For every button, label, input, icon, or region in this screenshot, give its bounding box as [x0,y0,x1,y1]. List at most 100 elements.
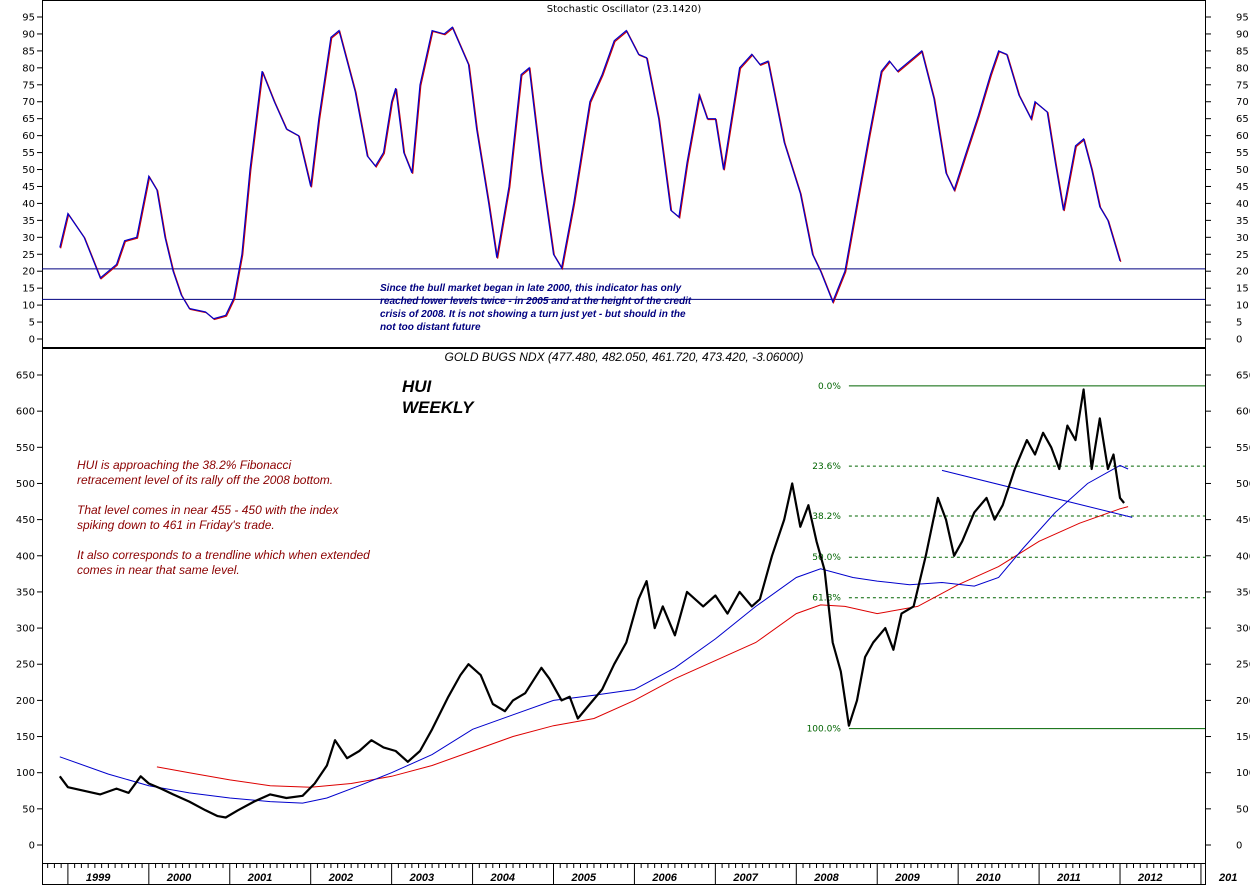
osc-reference-lines [42,268,1205,300]
osc-tick-label-right: 95 [1236,13,1249,24]
osc-tick-label-left: 5 [29,318,35,329]
osc-tick-label-left: 50 [22,165,35,176]
price-note-line: retracement level of its rally off the 2… [77,473,333,487]
osc-tick-label-left: 75 [22,80,35,91]
osc-tick-label-right: 90 [1236,29,1249,40]
year-label: 2007 [732,872,758,884]
osc-tick-label-left: 40 [22,199,35,210]
price-tick-label-left: 150 [16,732,35,743]
year-label: 2005 [570,872,596,884]
price-tick-label-right: 350 [1236,587,1250,598]
osc-tick-label-left: 10 [22,301,35,312]
osc-tick-label-left: 30 [22,233,35,244]
price-note-line: comes in near that same level. [77,563,240,577]
price-tick-label-left: 400 [16,551,35,562]
price-note-line: That level comes in near 455 - 450 with … [77,503,339,517]
osc-tick-label-right: 60 [1236,131,1249,142]
osc-tick-label-left: 90 [22,29,35,40]
price-note: HUI is approaching the 38.2% Fibonaccire… [77,458,370,577]
price-y-axis-left: 0 50 100 150 200 250 300 350 400 450 500 550 600 650 [16,371,42,852]
price-tick-label-right: 250 [1236,660,1250,671]
price-tick-label-left: 550 [16,443,35,454]
osc-tick-label-left: 70 [22,97,35,108]
oscillator-note-line: not too distant future [380,322,481,333]
price-tick-label-left: 0 [29,841,35,852]
price-tick-label-right: 650 [1236,371,1250,382]
oscillator-note: Since the bull market began in late 2000… [380,283,692,333]
year-label: 2010 [975,872,1001,884]
oscillator-note-line: crisis of 2008. It is not showing a turn… [380,309,686,320]
price-panel [42,348,1206,864]
fib-level-label: 50.0% [812,553,841,563]
trendline [941,469,1133,518]
price-y-axis-right: 0 50 100 150 200 250 300 350 400 450 500 550 600 650 [1205,371,1250,852]
price-tick-label-left: 350 [16,587,35,598]
price-note-line: It also corresponds to a trendline which… [77,548,370,562]
oscillator-note-line: reached lower levels twice - in 2005 and… [380,296,692,307]
osc-tick-label-left: 85 [22,46,35,57]
year-label: 2002 [328,872,353,884]
fibonacci-levels: 0.0%23.6%38.2%50.0%61.8%100.0% [807,382,1205,735]
price-tick-label-right: 100 [1236,768,1250,779]
price-tick-label-left: 50 [22,804,35,815]
osc-y-axis-left: 0 5 10 15 20 25 30 35 40 45 50 55 60 65 70 75 80 85 90 95 [22,13,42,346]
oscillator-line [59,26,1121,320]
price-tick-label-left: 600 [16,407,35,418]
price-tick-label-left: 650 [16,371,35,382]
year-label: 2011 [1056,872,1081,884]
x-axis: 1999 2000 2001 2002 2003 2004 2005 2006 2007 2008… [47,863,1237,885]
price-tick-label-left: 450 [16,515,35,526]
osc-tick-label-left: 20 [22,267,35,278]
fib-level-label: 0.0% [818,382,841,392]
hui-label-line: HUI [402,377,433,396]
fib-level-label: 100.0% [807,725,842,735]
oscillator-note-line: Since the bull market began in late 2000… [380,283,682,294]
year-label: 2009 [894,872,920,884]
osc-tick-label-left: 80 [22,63,35,74]
price-tick-label-right: 300 [1236,624,1250,635]
osc-tick-label-right: 10 [1236,301,1249,312]
osc-tick-label-right: 55 [1236,148,1249,159]
price-tick-label-left: 200 [16,696,35,707]
year-label: 2004 [490,872,515,884]
osc-tick-label-right: 15 [1236,284,1249,295]
osc-tick-label-right: 20 [1236,267,1249,278]
osc-tick-label-right: 45 [1236,182,1249,193]
price-tick-label-right: 600 [1236,407,1250,418]
price-tick-label-right: 400 [1236,551,1250,562]
price-tick-label-left: 100 [16,768,35,779]
year-label: 2003 [409,872,434,884]
year-label: 2006 [651,872,677,884]
osc-tick-label-right: 70 [1236,97,1249,108]
oscillator-signal-line [60,27,1122,321]
price-tick-label-right: 200 [1236,696,1250,707]
osc-tick-label-left: 65 [22,114,35,125]
osc-tick-label-left: 15 [22,284,35,295]
hui-label-line: WEEKLY [402,398,475,417]
osc-tick-label-left: 25 [22,250,35,261]
year-label: 2008 [813,872,839,884]
osc-y-axis-right: 0 5 10 15 20 25 30 35 40 45 50 55 60 65 70 75 80 85 90 95 [1205,13,1249,346]
year-label: 1999 [86,872,111,884]
price-note-line: HUI is approaching the 38.2% Fibonacci [77,458,291,472]
x-axis-strip [42,863,1206,885]
osc-tick-label-left: 60 [22,131,35,142]
price-title: GOLD BUGS NDX (477.480, 482.050, 461.720… [445,350,804,364]
year-label: 2001 [247,872,272,884]
price-tick-label-right: 150 [1236,732,1250,743]
price-tick-label-right: 550 [1236,443,1250,454]
price-tick-label-right: 450 [1236,515,1250,526]
price-note-line: spiking down to 461 in Friday's trade. [77,518,275,532]
moving-average-red [156,506,1129,788]
osc-tick-label-right: 80 [1236,63,1249,74]
year-label: 201 [1218,872,1237,884]
fib-level-label: 23.6% [812,462,841,472]
price-tick-label-left: 300 [16,624,35,635]
price-tick-label-left: 250 [16,660,35,671]
hui-weekly-label: HUI WEEKLY [402,377,475,417]
price-tick-label-right: 500 [1236,479,1250,490]
osc-tick-label-left: 35 [22,216,35,227]
osc-tick-label-right: 65 [1236,114,1249,125]
osc-tick-label-right: 25 [1236,250,1249,261]
